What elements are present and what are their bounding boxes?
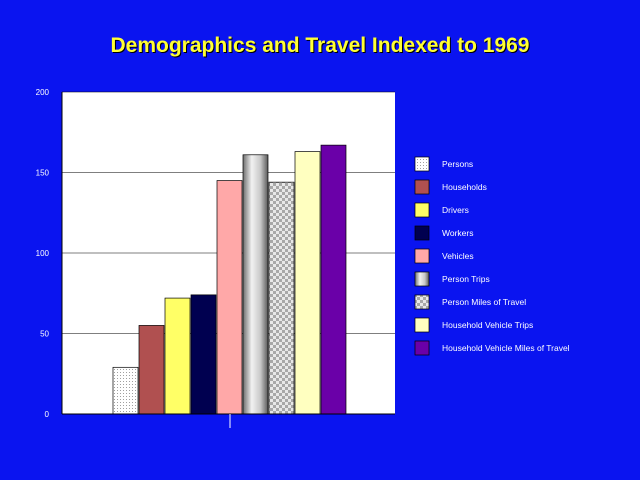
- legend-swatch: [414, 202, 430, 218]
- legend-label: Vehicles: [442, 251, 474, 261]
- bar-households: [138, 325, 165, 415]
- bar-household-vehicle-miles-of-travel: [320, 144, 347, 415]
- legend-swatch: [414, 317, 430, 333]
- legend-label: Persons: [442, 159, 473, 169]
- bar-persons: [112, 366, 139, 415]
- legend-swatch: [414, 225, 430, 241]
- legend-label: Workers: [442, 228, 474, 238]
- legend-label: Person Miles of Travel: [442, 297, 526, 307]
- legend-label: Households: [442, 182, 487, 192]
- bar-drivers: [164, 297, 191, 415]
- legend: Persons Households Drivers Workers Vehicles P…: [414, 156, 570, 356]
- legend-label: Drivers: [442, 205, 469, 215]
- bar-person-trips: [242, 154, 269, 415]
- bar-workers: [190, 294, 217, 415]
- bar-vehicles: [216, 180, 243, 415]
- chart-title: Demographics and Travel Indexed to 1969: [110, 34, 530, 57]
- y-tick-label: 50: [40, 330, 49, 339]
- legend-swatch: [414, 248, 430, 264]
- y-tick-label: 200: [36, 88, 50, 97]
- y-tick-label: 150: [36, 169, 50, 178]
- legend-swatch: [414, 340, 430, 356]
- bar-household-vehicle-trips: [294, 151, 321, 415]
- legend-swatch: [414, 179, 430, 195]
- legend-label: Household Vehicle Trips: [442, 320, 533, 330]
- y-tick-label: 0: [45, 410, 50, 419]
- legend-label: Person Trips: [442, 274, 490, 284]
- legend-label: Household Vehicle Miles of Travel: [442, 343, 570, 353]
- legend-swatch: [414, 156, 430, 172]
- legend-swatch: [414, 271, 430, 287]
- legend-swatch: [414, 294, 430, 310]
- bar-person-miles-of-travel: [268, 181, 295, 415]
- y-tick-label: 100: [36, 249, 50, 258]
